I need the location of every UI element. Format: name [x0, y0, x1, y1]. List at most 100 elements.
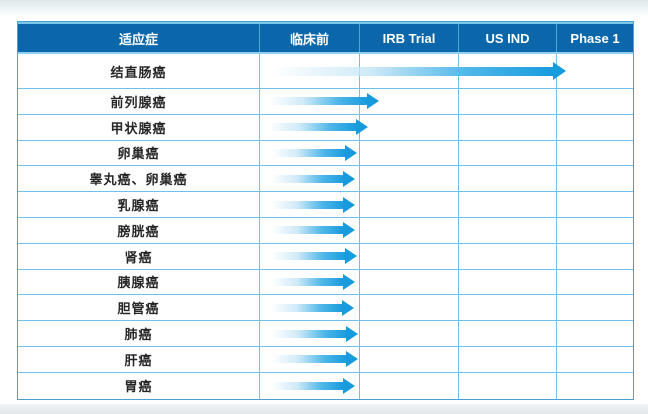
stage-cell-preclinical — [259, 243, 359, 269]
row-label-cell: 前列腺癌 — [18, 89, 259, 114]
table-body: 结直肠癌 前列腺癌 甲状腺癌 — [18, 54, 633, 399]
indication-label: 结直肠癌 — [110, 64, 167, 80]
stage-cell-preclinical — [259, 54, 359, 88]
stage-cell-us-ind — [458, 54, 556, 88]
stage-cell-phase1 — [556, 166, 633, 192]
stage-cell-irb-trial — [359, 243, 458, 269]
stage-cell-us-ind — [458, 140, 556, 166]
stage-cell-preclinical — [259, 321, 359, 346]
stage-cell-us-ind — [458, 166, 556, 192]
pipeline-table: 适应症 临床前 IRB Trial US IND Phase 1 结直肠癌 前列… — [17, 21, 634, 400]
column-header-label: Phase 1 — [570, 30, 620, 46]
stage-cell-preclinical — [259, 140, 359, 166]
column-header: Phase 1 — [556, 24, 633, 52]
stage-cell-us-ind — [458, 321, 556, 346]
row-label-cell: 结直肠癌 — [18, 54, 259, 88]
stage-cell-preclinical — [259, 295, 359, 321]
column-header-label: 适应症 — [118, 31, 158, 47]
indication-label: 肝癌 — [124, 352, 153, 368]
table-row: 胃癌 — [18, 372, 633, 399]
indication-label: 肾癌 — [124, 249, 153, 265]
stage-cell-irb-trial — [359, 140, 458, 166]
stage-cell-irb-trial — [359, 114, 458, 140]
stage-cell-preclinical — [259, 217, 359, 243]
stage-cell-phase1 — [556, 140, 633, 166]
stage-cell-phase1 — [556, 321, 633, 346]
indication-label: 前列腺癌 — [110, 94, 167, 110]
table-row: 甲状腺癌 — [18, 114, 633, 141]
row-label-cell: 胃癌 — [18, 373, 259, 399]
stage-cell-irb-trial — [359, 54, 458, 88]
table-row: 膀胱癌 — [18, 217, 633, 244]
stage-cell-irb-trial — [359, 321, 458, 346]
table-row: 胰腺癌 — [18, 269, 633, 296]
stage-cell-us-ind — [458, 114, 556, 140]
indication-label: 睾丸癌、卵巢癌 — [89, 172, 188, 188]
row-label-cell: 卵巢癌 — [18, 141, 259, 166]
row-label-cell: 睾丸癌、卵巢癌 — [18, 166, 259, 191]
indication-label: 甲状腺癌 — [110, 120, 167, 136]
table-row: 卵巢癌 — [18, 140, 633, 167]
stage-cell-preclinical — [259, 372, 359, 399]
stage-cell-irb-trial — [359, 269, 458, 295]
stage-cell-preclinical — [259, 346, 359, 372]
indication-label: 胆管癌 — [117, 301, 160, 317]
stage-cell-phase1 — [556, 89, 633, 114]
column-header-label: 临床前 — [289, 31, 329, 47]
stage-cell-irb-trial — [359, 217, 458, 243]
header-row: 适应症 临床前 IRB Trial US IND Phase 1 — [18, 22, 633, 54]
table-row: 乳腺癌 — [18, 192, 633, 218]
stage-cell-preclinical — [259, 89, 359, 114]
column-header-label: US IND — [485, 30, 530, 46]
stage-cell-us-ind — [458, 372, 556, 399]
stage-cell-phase1 — [556, 217, 633, 243]
bottom-decoration-band — [0, 404, 648, 414]
column-header: US IND — [458, 24, 556, 52]
stage-cell-preclinical — [259, 269, 359, 295]
stage-cell-us-ind — [458, 217, 556, 243]
stage-cell-phase1 — [556, 346, 633, 372]
row-label-cell: 膀胱癌 — [18, 218, 259, 243]
stage-cell-irb-trial — [359, 372, 458, 399]
row-label-cell: 胆管癌 — [18, 295, 259, 320]
stage-cell-irb-trial — [359, 346, 458, 372]
column-header: IRB Trial — [359, 24, 458, 52]
row-label-cell: 甲状腺癌 — [18, 115, 259, 140]
table-row: 肾癌 — [18, 243, 633, 270]
stage-cell-us-ind — [458, 89, 556, 114]
stage-cell-phase1 — [556, 372, 633, 399]
indication-label: 胰腺癌 — [117, 275, 160, 291]
stage-cell-irb-trial — [359, 89, 458, 114]
stage-cell-us-ind — [458, 346, 556, 372]
stage-cell-phase1 — [556, 54, 633, 88]
stage-cell-phase1 — [556, 243, 633, 269]
indication-label: 卵巢癌 — [117, 146, 160, 162]
row-label-cell: 肾癌 — [18, 244, 259, 269]
indication-label: 肺癌 — [124, 327, 153, 343]
row-label-cell: 肺癌 — [18, 321, 259, 346]
column-header: 适应症 — [18, 24, 259, 52]
top-decoration-band — [0, 0, 648, 15]
indication-label: 膀胱癌 — [117, 223, 160, 239]
indication-label: 乳腺癌 — [117, 198, 160, 214]
row-label-cell: 肝癌 — [18, 347, 259, 372]
stage-cell-phase1 — [556, 114, 633, 140]
stage-cell-preclinical — [259, 166, 359, 192]
stage-cell-us-ind — [458, 269, 556, 295]
row-label-cell: 乳腺癌 — [18, 192, 259, 217]
table-row: 结直肠癌 — [18, 54, 633, 89]
stage-cell-us-ind — [458, 295, 556, 321]
stage-cell-us-ind — [458, 192, 556, 217]
table-row: 肺癌 — [18, 321, 633, 347]
stage-cell-irb-trial — [359, 192, 458, 217]
stage-cell-phase1 — [556, 295, 633, 321]
stage-cell-preclinical — [259, 192, 359, 217]
stage-cell-phase1 — [556, 192, 633, 217]
table-row: 睾丸癌、卵巢癌 — [18, 166, 633, 193]
column-header: 临床前 — [259, 24, 359, 52]
table-row: 前列腺癌 — [18, 89, 633, 115]
stage-cell-us-ind — [458, 243, 556, 269]
row-label-cell: 胰腺癌 — [18, 270, 259, 295]
stage-cell-irb-trial — [359, 295, 458, 321]
stage-cell-irb-trial — [359, 166, 458, 192]
